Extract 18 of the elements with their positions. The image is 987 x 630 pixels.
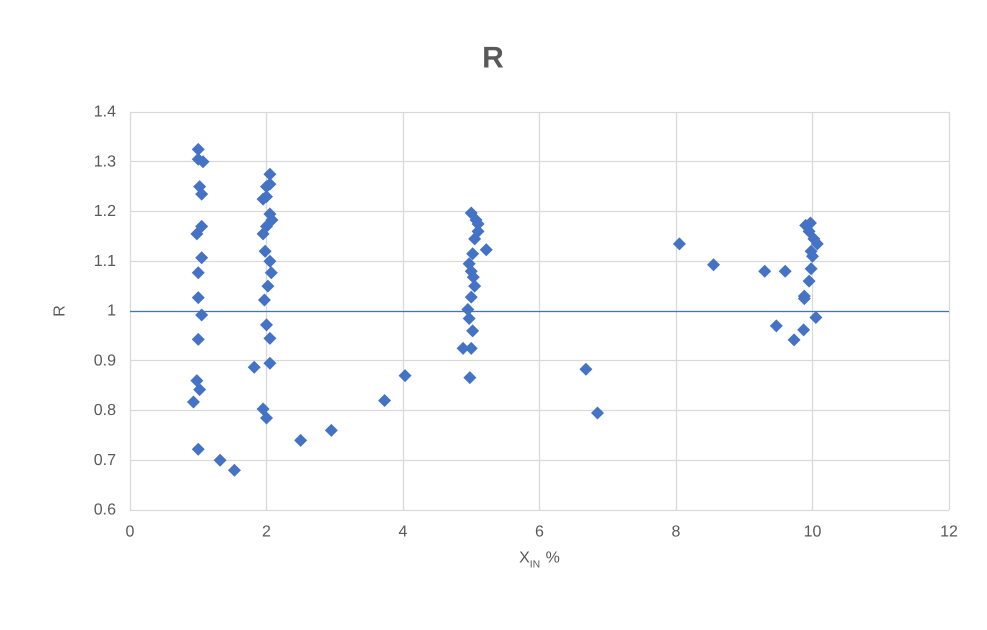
x-tick-label: 2 (262, 524, 272, 540)
y-tick-label: 0.8 (94, 402, 116, 419)
x-tick-label: 0 (126, 524, 135, 540)
chart-title: R (482, 42, 504, 74)
y-tick-label: 1.4 (94, 104, 116, 120)
x-tick-label: 10 (804, 524, 822, 540)
y-tick-label: 0.9 (94, 352, 116, 370)
y-tick-label: 1.2 (94, 203, 116, 220)
y-tick-label: 0.6 (94, 502, 116, 518)
x-tick-label: 4 (398, 524, 408, 540)
y-tick-label: 1 (107, 302, 116, 320)
y-axis-title: R (52, 305, 68, 317)
x-tick-label: 6 (535, 524, 544, 540)
y-tick-label: 1.3 (94, 153, 116, 170)
x-tick-label: 12 (940, 524, 958, 540)
y-tick-label: 1.1 (94, 252, 116, 270)
x-tick-label: 8 (672, 524, 681, 540)
y-tick-label: 0.7 (94, 452, 116, 469)
